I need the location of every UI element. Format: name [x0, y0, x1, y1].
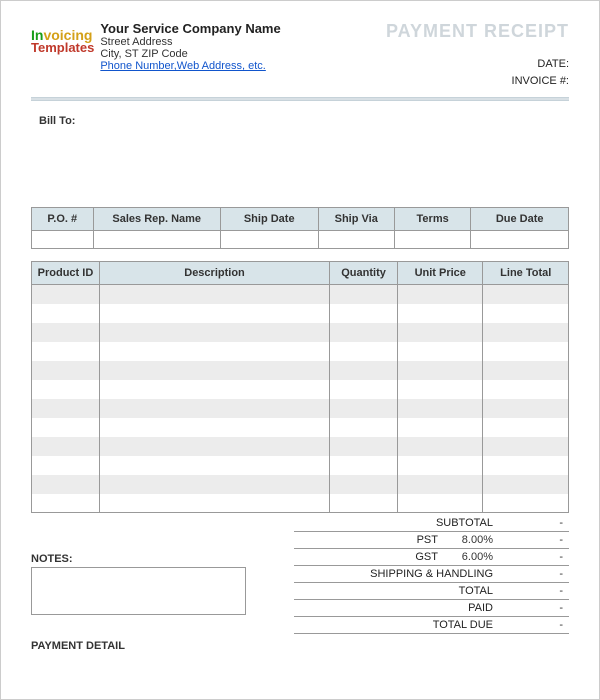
gst-value	[499, 549, 569, 566]
paid-value	[499, 600, 569, 617]
city-line: City, ST ZIP Code	[100, 48, 280, 60]
po-header: P.O. #	[32, 208, 94, 231]
company-name: Your Service Company Name	[100, 21, 280, 36]
logo: Invoicing Templates	[31, 29, 94, 53]
bill-to-label: Bill To:	[39, 115, 569, 127]
totals-table: SUBTOTAL PST 8.00% GST 6.00% SHIPPING & …	[294, 515, 569, 634]
item-row	[32, 418, 569, 437]
unit-price-header: Unit Price	[398, 262, 483, 285]
street-address: Street Address	[100, 36, 280, 48]
ship-via-header: Ship Via	[318, 208, 394, 231]
gst-rate: 6.00%	[444, 549, 499, 566]
sales-rep-header: Sales Rep. Name	[93, 208, 220, 231]
date-label: DATE:	[386, 56, 569, 73]
item-row	[32, 494, 569, 513]
order-info-table: P.O. # Sales Rep. Name Ship Date Ship Vi…	[31, 207, 569, 249]
item-row	[32, 304, 569, 323]
subtotal-value	[499, 515, 569, 532]
gst-label: GST	[294, 549, 444, 566]
subtotal-label: SUBTOTAL	[294, 515, 499, 532]
line-items-table: Product ID Description Quantity Unit Pri…	[31, 261, 569, 513]
notes-box[interactable]	[31, 567, 246, 615]
ship-date-header: Ship Date	[220, 208, 318, 231]
total-value	[499, 583, 569, 600]
invoice-number-label: INVOICE #:	[386, 73, 569, 90]
product-id-header: Product ID	[32, 262, 100, 285]
line-total-header: Line Total	[483, 262, 569, 285]
item-row	[32, 437, 569, 456]
pst-value	[499, 532, 569, 549]
item-row	[32, 456, 569, 475]
divider	[31, 97, 569, 101]
terms-header: Terms	[394, 208, 470, 231]
quantity-header: Quantity	[330, 262, 398, 285]
shipping-value	[499, 566, 569, 583]
item-row	[32, 323, 569, 342]
item-row	[32, 342, 569, 361]
receipt-title: PAYMENT RECEIPT	[386, 21, 569, 42]
item-row	[32, 361, 569, 380]
notes-label: NOTES:	[31, 553, 294, 565]
item-row	[32, 399, 569, 418]
total-due-value	[499, 617, 569, 634]
item-row	[32, 380, 569, 399]
due-date-header: Due Date	[471, 208, 569, 231]
total-due-label: TOTAL DUE	[294, 617, 499, 634]
item-row	[32, 285, 569, 304]
total-label: TOTAL	[294, 583, 499, 600]
pst-rate: 8.00%	[444, 532, 499, 549]
order-info-row	[32, 231, 569, 249]
item-row	[32, 475, 569, 494]
contact-link[interactable]: Phone Number,Web Address, etc.	[100, 60, 266, 72]
payment-detail-label: PAYMENT DETAIL	[31, 640, 569, 652]
pst-label: PST	[294, 532, 444, 549]
description-header: Description	[99, 262, 329, 285]
paid-label: PAID	[294, 600, 499, 617]
shipping-label: SHIPPING & HANDLING	[294, 566, 499, 583]
